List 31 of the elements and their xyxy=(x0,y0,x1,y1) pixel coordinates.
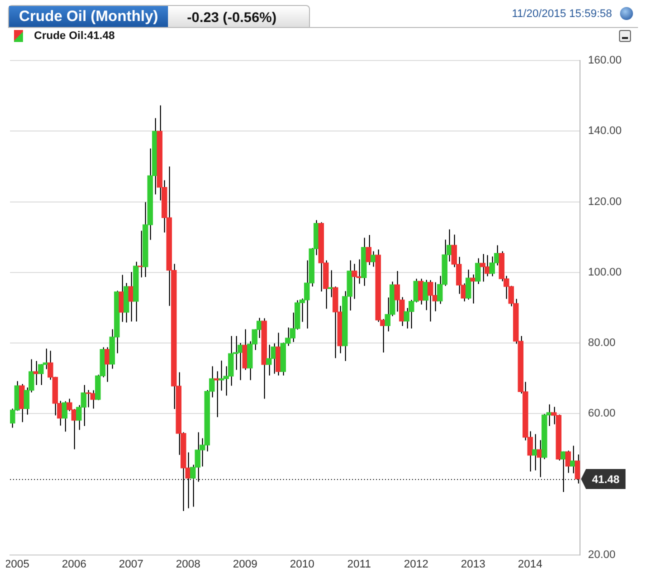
candlestick xyxy=(38,364,44,386)
x-tick-label: 2009 xyxy=(232,558,258,570)
y-tick-label: 80.00 xyxy=(588,337,616,350)
candlestick xyxy=(86,389,92,408)
chart-title: Crude Oil (Monthly) xyxy=(9,6,168,28)
y-tick-label: 60.00 xyxy=(588,408,616,420)
x-tick-label: 2008 xyxy=(176,558,200,570)
candlestick xyxy=(489,256,495,277)
candlestick xyxy=(480,254,486,282)
text: 11/20/2015 15:59:58 xyxy=(512,8,612,20)
y-tick-label: 100.00 xyxy=(588,266,622,278)
text: -0.23 (-0.56%) xyxy=(187,8,276,27)
candlestick xyxy=(352,263,358,300)
candlestick xyxy=(428,280,434,322)
candlestick xyxy=(19,383,25,423)
text: Crude Oil:41.48 xyxy=(34,30,115,42)
y-tick-label: 140.00 xyxy=(588,125,622,138)
candlestick xyxy=(266,344,272,376)
x-tick-label: 2014 xyxy=(518,558,542,570)
candlestick xyxy=(466,269,472,300)
y-tick-label: 160.00 xyxy=(588,54,622,67)
x-tick-label: 2013 xyxy=(460,558,486,570)
candlestick xyxy=(328,270,334,298)
x-tick-label: 2012 xyxy=(404,558,428,570)
y-tick-label: 20.00 xyxy=(588,548,616,561)
y-tick-label: 120.00 xyxy=(588,196,622,208)
x-tick-label: 2006 xyxy=(62,558,86,570)
x-tick-label: 2010 xyxy=(290,558,314,570)
x-tick-label: 2011 xyxy=(347,558,371,570)
x-tick-label: 2007 xyxy=(118,558,144,570)
ref-line-label: 41.48 xyxy=(592,474,620,486)
